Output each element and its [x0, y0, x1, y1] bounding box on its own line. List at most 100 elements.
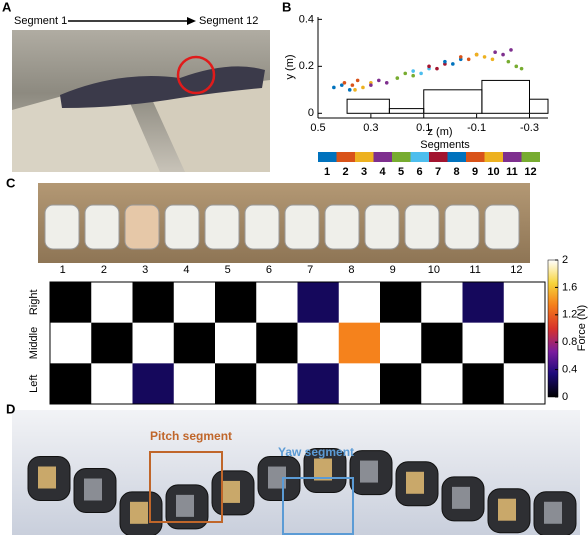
legend-label: 5 — [398, 166, 404, 178]
module — [285, 205, 319, 249]
legend-swatch — [522, 152, 541, 162]
heat-cell — [380, 282, 422, 323]
point — [356, 79, 360, 83]
heat-cell — [421, 363, 463, 404]
heat-cell — [215, 323, 257, 364]
column-label: 7 — [307, 264, 313, 276]
legend-swatch — [337, 152, 356, 162]
x-tick-label: -0.1 — [467, 122, 486, 134]
legend-swatch — [355, 152, 374, 162]
point — [501, 53, 505, 57]
legend-swatch — [448, 152, 467, 162]
point — [427, 65, 431, 69]
module-face — [38, 467, 56, 489]
yaw-label: Yaw segment — [278, 445, 354, 459]
point — [377, 79, 381, 83]
colorbar-tick-label: 2 — [562, 254, 568, 266]
heat-cell — [133, 282, 175, 323]
module-face — [406, 472, 424, 494]
panel-label: C — [6, 175, 16, 190]
legend-label: 8 — [453, 166, 459, 178]
legend-label: 11 — [506, 166, 518, 178]
legend-label: 4 — [379, 166, 386, 178]
row-label: Left — [28, 374, 40, 392]
point — [443, 60, 447, 64]
column-label: 6 — [266, 264, 272, 276]
arrow-start-label: Segment 1 — [14, 15, 67, 27]
module — [245, 205, 279, 249]
heat-cell — [380, 363, 422, 404]
x-tick-label: -0.3 — [520, 122, 539, 134]
heat-cell — [91, 323, 133, 364]
y-tick-label: 0.4 — [299, 13, 314, 25]
bar — [347, 99, 389, 113]
column-label: 4 — [183, 264, 189, 276]
legend-label: 10 — [487, 166, 499, 178]
heat-cell — [504, 282, 546, 323]
point — [520, 67, 524, 71]
point — [451, 62, 455, 66]
legend-swatch — [503, 152, 522, 162]
point — [507, 60, 511, 64]
point — [385, 81, 389, 85]
legend-swatch — [392, 152, 411, 162]
module — [165, 205, 199, 249]
heat-cell — [463, 323, 505, 364]
module-face — [222, 481, 240, 503]
point — [483, 55, 487, 59]
colorbar-label: Force (N) — [576, 305, 588, 351]
legend-swatch — [485, 152, 504, 162]
point — [403, 72, 407, 76]
legend-title: Segments — [420, 139, 470, 151]
bar — [389, 109, 423, 114]
page: {"panels": { "a": {"label": "A", "start"… — [0, 0, 588, 535]
module-face — [498, 499, 516, 521]
heat-cell — [339, 363, 381, 404]
column-label: 8 — [348, 264, 354, 276]
legend-label: 3 — [361, 166, 367, 178]
legend-label: 7 — [435, 166, 441, 178]
heat-cell — [91, 282, 133, 323]
point — [411, 74, 415, 78]
panel-label: A — [2, 0, 12, 14]
heat-cell — [339, 323, 381, 364]
point — [419, 72, 423, 76]
module — [205, 205, 239, 249]
point — [343, 81, 347, 85]
bar — [482, 80, 530, 113]
heat-cell — [421, 282, 463, 323]
colorbar-tick-label: 0.4 — [562, 364, 577, 376]
column-label: 2 — [101, 264, 107, 276]
column-label: 10 — [428, 264, 440, 276]
heat-cell — [174, 323, 216, 364]
pitch-label: Pitch segment — [150, 429, 232, 443]
point — [348, 88, 352, 92]
heat-cell — [298, 323, 340, 364]
legend-swatch — [466, 152, 485, 162]
legend-swatch — [318, 152, 337, 162]
y-tick-label: 0 — [308, 107, 314, 119]
figure: A Segment 1 Segment 12 C D Pitch segment… — [0, 0, 588, 535]
column-label: 3 — [142, 264, 148, 276]
heat-cell — [256, 323, 298, 364]
bar — [424, 90, 482, 113]
arrow-end-label: Segment 12 — [199, 15, 258, 27]
point — [411, 69, 415, 73]
y-axis-label: y (m) — [284, 54, 296, 79]
heat-cell — [298, 363, 340, 404]
point — [369, 83, 373, 87]
legend-swatch — [411, 152, 430, 162]
module-face — [84, 479, 102, 501]
heat-cell — [133, 363, 175, 404]
module — [85, 205, 119, 249]
heat-cell — [215, 282, 257, 323]
legend-label: 12 — [524, 166, 536, 178]
heat-cell — [421, 323, 463, 364]
point — [467, 57, 471, 61]
module — [405, 205, 439, 249]
point — [509, 48, 513, 52]
module-face — [360, 461, 378, 483]
point — [353, 88, 357, 92]
heat-cell — [50, 323, 92, 364]
column-label: 12 — [510, 264, 522, 276]
